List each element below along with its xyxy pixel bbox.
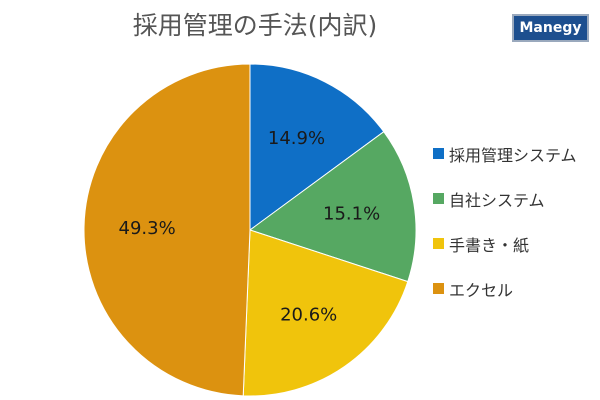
- legend-swatch: [433, 283, 444, 294]
- legend-item-in-house-system: 自社システム: [433, 187, 577, 210]
- manegy-logo[interactable]: Manegy: [512, 14, 589, 42]
- pie-slice-handwritten-paper: [242, 229, 409, 397]
- legend-item-handwritten-paper: 手書き・紙: [433, 232, 577, 255]
- legend: 採用管理システム 自社システム 手書き・紙 エクセル: [433, 142, 577, 322]
- chart-title: 採用管理の手法(内訳): [132, 11, 378, 40]
- pie-slice-in-house-system: [248, 131, 417, 283]
- legend-label: 自社システム: [449, 190, 545, 210]
- data-label-excel: 49.3%: [119, 218, 176, 239]
- legend-swatch: [433, 238, 444, 249]
- legend-item-excel: エクセル: [433, 277, 577, 300]
- pie-slice-excel: [83, 63, 251, 397]
- legend-label: エクセル: [449, 280, 514, 300]
- data-label-handwritten-paper: 20.6%: [280, 305, 337, 326]
- legend-swatch: [433, 193, 444, 204]
- legend-item-recruit-system: 採用管理システム: [433, 142, 577, 165]
- legend-label: 採用管理システム: [449, 145, 577, 165]
- data-label-recruit-system: 14.9%: [268, 128, 325, 149]
- data-label-in-house-system: 15.1%: [323, 204, 380, 225]
- legend-swatch: [433, 148, 444, 159]
- legend-label: 手書き・紙: [449, 235, 530, 255]
- pie-slice-recruit-system: [249, 63, 385, 231]
